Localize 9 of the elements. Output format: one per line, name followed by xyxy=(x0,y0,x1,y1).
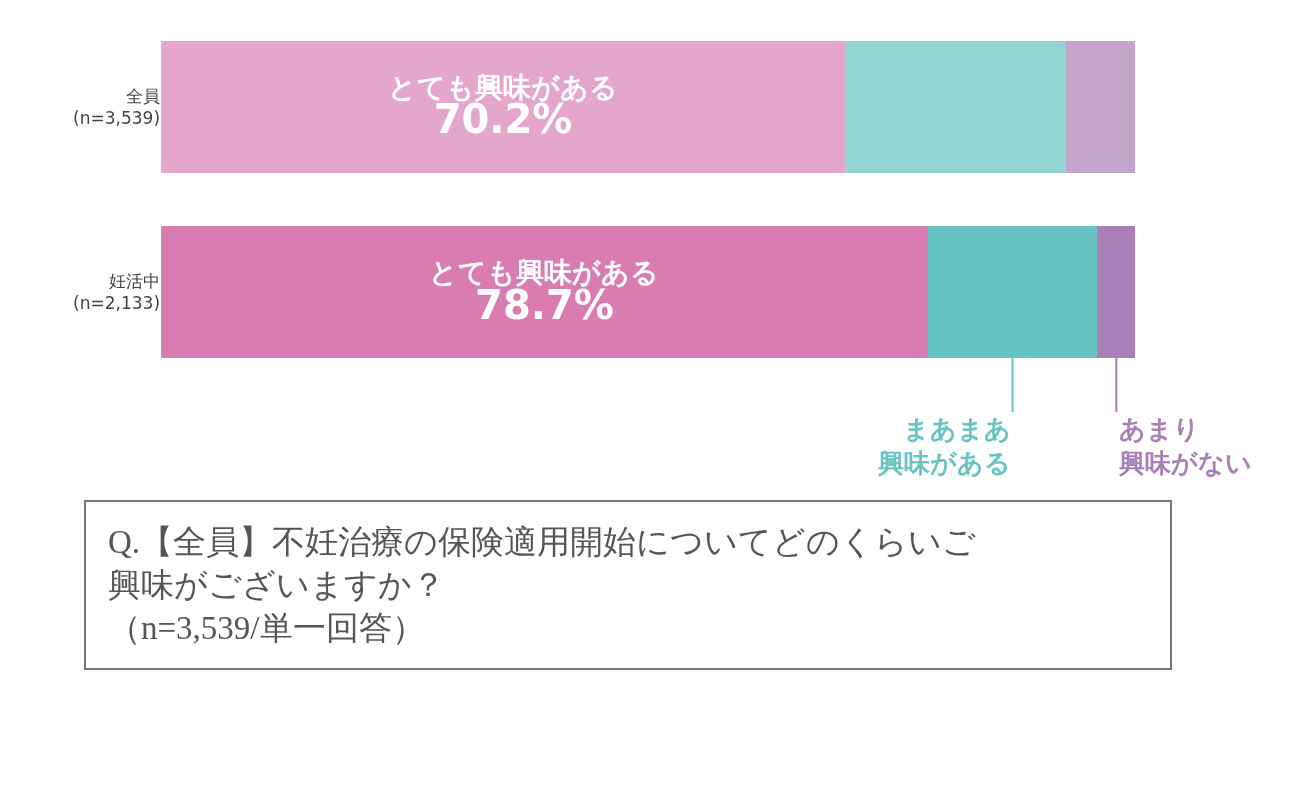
text: まあまあ興味がある xyxy=(877,414,1011,478)
text: Q.【全員】不妊治療の保険適用開始についてどのくらいご興味がございますか？（n=3,539/単一回答） xyxy=(108,524,977,646)
y-tick-label: 妊活中 (n=2,133) xyxy=(73,270,161,314)
bar xyxy=(161,226,928,358)
text: あまり興味がない xyxy=(1118,414,1252,478)
bar xyxy=(1066,40,1136,173)
bar xyxy=(845,40,1067,173)
y-tick-label: 全員 (n=3,539) xyxy=(73,85,161,128)
bar xyxy=(161,40,845,173)
